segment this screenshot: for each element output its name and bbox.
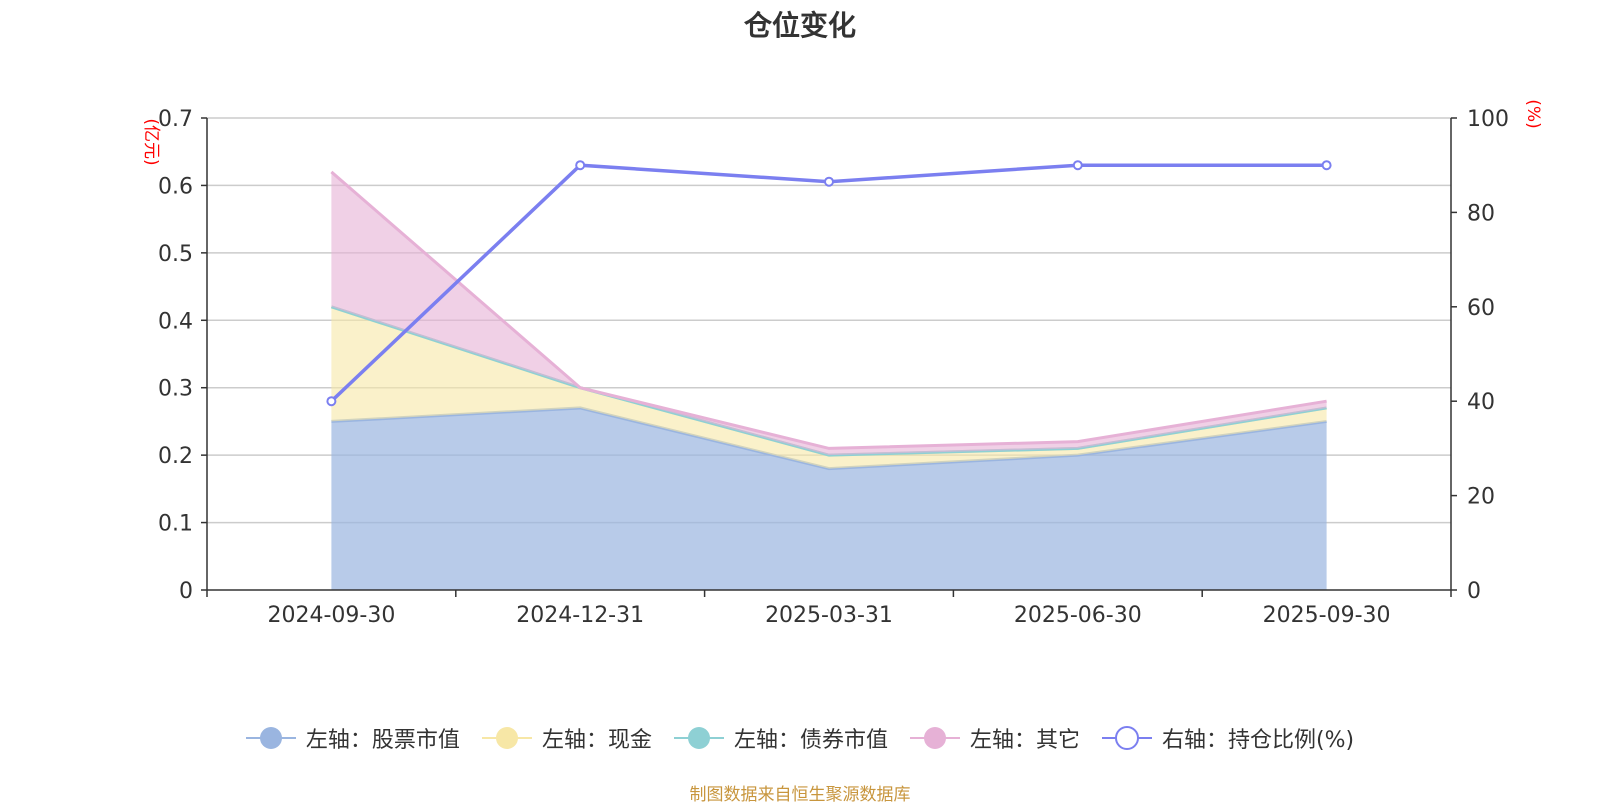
legend-marker-icon [909, 727, 960, 749]
legend-marker-icon [245, 727, 296, 749]
right-axis-tick-label: 80 [1467, 201, 1495, 226]
legend-label: 右轴：持仓比例(%) [1161, 728, 1355, 753]
legend-label: 左轴：其它 [969, 728, 1080, 753]
right-axis-tick-label: 60 [1467, 296, 1495, 321]
area-line-4 [330, 170, 1327, 450]
right-axis-tick-label: 100 [1467, 107, 1509, 132]
area-1 [331, 407, 1327, 590]
x-axis-tick-label: 2025-03-31 [765, 603, 893, 628]
x-axis-tick-label: 2025-09-30 [1263, 603, 1391, 628]
holding-ratio-point [326, 396, 337, 407]
left-axis-tick-label: 0.3 [158, 377, 193, 402]
left-axis-tick-label: 0.7 [158, 107, 193, 132]
area-2 [331, 306, 1327, 469]
legend-item[interactable]: 左轴：股票市值 [245, 722, 460, 754]
chart-legend: 左轴：股票市值 左轴：现金 左轴：债券市值 左轴：其它 右轴：持仓比例(%) [0, 722, 1600, 754]
legend-marker-icon [673, 727, 724, 749]
legend-label: 左轴：股票市值 [305, 728, 460, 753]
legend-marker-icon [1101, 726, 1152, 750]
right-axis-tick-label: 40 [1467, 390, 1495, 415]
legend-label: 左轴：现金 [541, 728, 652, 753]
legend-item[interactable]: 左轴：现金 [481, 722, 652, 754]
left-axis-tick-label: 0.1 [158, 512, 193, 537]
x-axis-tick-label: 2024-09-30 [267, 603, 395, 628]
x-axis-tick-label: 2024-12-31 [516, 603, 644, 628]
holding-ratio-point [1321, 160, 1332, 171]
holding-ratio-point [824, 176, 834, 187]
holding-ratio-point [1072, 160, 1083, 171]
holding-ratio-point [575, 160, 586, 171]
legend-item[interactable]: 左轴：债券市值 [673, 722, 888, 754]
left-axis-tick-label: 0.6 [158, 174, 193, 199]
right-axis-tick-label: 0 [1467, 579, 1481, 604]
left-axis-tick-label: 0.4 [158, 309, 193, 334]
chart-title: 仓位变化 [743, 9, 856, 42]
legend-item[interactable]: 右轴：持仓比例(%) [1101, 722, 1355, 754]
legend-item[interactable]: 左轴：其它 [909, 722, 1080, 754]
left-axis-tick-label: 0.5 [158, 242, 193, 267]
right-axis-tick-label: 20 [1467, 485, 1495, 510]
x-axis-tick-label: 2025-06-30 [1014, 603, 1142, 628]
legend-marker-icon [481, 727, 532, 749]
left-axis-tick-label: 0.2 [158, 444, 193, 469]
left-axis-tick-label: 0 [179, 579, 193, 604]
legend-label: 左轴：债券市值 [733, 728, 888, 753]
data-source-note: 制图数据来自恒生聚源数据库 [689, 785, 911, 805]
area-line-1 [331, 406, 1327, 471]
left-axis-unit: (亿元) [141, 118, 161, 165]
right-axis-unit: (%) [1523, 99, 1543, 128]
